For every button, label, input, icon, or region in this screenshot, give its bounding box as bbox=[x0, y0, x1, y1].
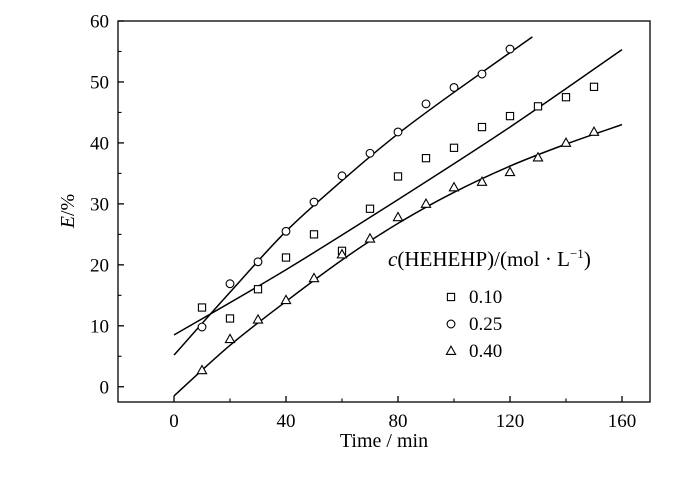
point-0.40-12 bbox=[532, 151, 544, 162]
x-tick-label-4: 160 bbox=[608, 411, 637, 432]
point-0.25-4 bbox=[309, 197, 319, 207]
ticks: 0 40 80 120 160 0 10 20 30 40 50 60 bbox=[90, 12, 636, 433]
point-0.10-9 bbox=[449, 143, 459, 152]
y-axis-unit: /% bbox=[57, 194, 79, 216]
point-0.25-8 bbox=[421, 99, 431, 109]
y-tick-label-6: 60 bbox=[90, 12, 109, 33]
fit-curve-0.40 bbox=[173, 123, 623, 397]
x-tick-label-2: 80 bbox=[389, 411, 408, 432]
y-tick-label-3: 30 bbox=[90, 194, 109, 215]
y-tick-label-4: 40 bbox=[90, 133, 109, 154]
legend: c(HEHEHP)/(mol · L−1) 0.10 0.25 0.40 bbox=[388, 246, 591, 362]
x-axis-label: Time / min bbox=[340, 430, 428, 452]
point-0.10-10 bbox=[477, 122, 487, 132]
point-0.40-14 bbox=[588, 126, 600, 136]
legend-marker-0.10 bbox=[446, 292, 456, 302]
point-0.10-0 bbox=[197, 303, 207, 312]
legend-title-close: ) bbox=[584, 247, 591, 271]
point-0.10-11 bbox=[505, 111, 515, 121]
y-axis-label: E/% bbox=[57, 194, 79, 229]
point-0.25-11 bbox=[505, 44, 515, 54]
fit-curve-0.10 bbox=[173, 49, 623, 336]
point-0.40-8 bbox=[420, 197, 432, 208]
x-tick-label-0: 0 bbox=[169, 411, 179, 432]
legend-marker-0.25 bbox=[446, 319, 456, 329]
point-0.40-11 bbox=[504, 166, 516, 177]
legend-title-rest: (HEHEHP)/(mol · L bbox=[397, 247, 570, 271]
point-0.10-6 bbox=[365, 204, 375, 213]
fit-curve-0.25 bbox=[173, 36, 533, 356]
data-points bbox=[196, 44, 600, 375]
point-0.10-7 bbox=[393, 172, 403, 181]
legend-label-0: 0.10 bbox=[469, 287, 502, 308]
legend-label-2: 0.40 bbox=[469, 341, 502, 362]
legend-label-1: 0.25 bbox=[469, 314, 502, 335]
x-tick-label-1: 40 bbox=[277, 411, 296, 432]
point-0.40-6 bbox=[364, 232, 376, 243]
legend-title-sup: −1 bbox=[570, 246, 584, 261]
plot-frame bbox=[117, 20, 651, 403]
point-0.25-0 bbox=[197, 322, 207, 332]
point-0.10-3 bbox=[281, 253, 291, 262]
legend-title: c(HEHEHP)/(mol · L−1) bbox=[388, 246, 591, 271]
point-0.40-10 bbox=[476, 176, 488, 186]
point-0.25-1 bbox=[225, 279, 235, 289]
point-0.25-5 bbox=[337, 171, 347, 181]
fit-curves bbox=[173, 36, 623, 397]
point-0.25-3 bbox=[281, 226, 291, 236]
point-0.10-4 bbox=[309, 230, 319, 239]
y-tick-label-1: 10 bbox=[90, 316, 109, 337]
point-0.25-7 bbox=[393, 127, 403, 137]
point-0.25-9 bbox=[449, 82, 459, 92]
point-0.40-5 bbox=[336, 248, 348, 259]
point-0.40-0 bbox=[196, 364, 208, 375]
x-tick-label-3: 120 bbox=[496, 411, 525, 432]
point-0.10-12 bbox=[533, 102, 543, 111]
point-0.10-8 bbox=[421, 154, 431, 163]
point-0.10-13 bbox=[561, 93, 571, 102]
legend-marker-0.40 bbox=[445, 345, 457, 355]
point-0.10-2 bbox=[253, 285, 263, 294]
point-0.25-10 bbox=[477, 69, 487, 79]
point-0.40-7 bbox=[392, 211, 404, 222]
point-0.10-1 bbox=[225, 314, 235, 323]
point-0.40-1 bbox=[224, 333, 236, 344]
point-0.10-14 bbox=[589, 82, 599, 91]
y-tick-label-5: 50 bbox=[90, 72, 109, 93]
legend-markers bbox=[445, 292, 457, 355]
point-0.25-2 bbox=[253, 257, 263, 267]
point-0.40-4 bbox=[308, 272, 320, 283]
y-tick-label-0: 0 bbox=[100, 377, 110, 398]
point-0.25-6 bbox=[365, 148, 375, 158]
y-tick-label-2: 20 bbox=[90, 255, 109, 276]
point-0.40-13 bbox=[560, 136, 572, 147]
point-0.40-2 bbox=[252, 313, 264, 324]
point-0.40-3 bbox=[280, 294, 292, 305]
y-axis-var: E bbox=[57, 216, 79, 229]
legend-title-var: c bbox=[388, 247, 398, 271]
point-0.40-9 bbox=[448, 181, 460, 192]
